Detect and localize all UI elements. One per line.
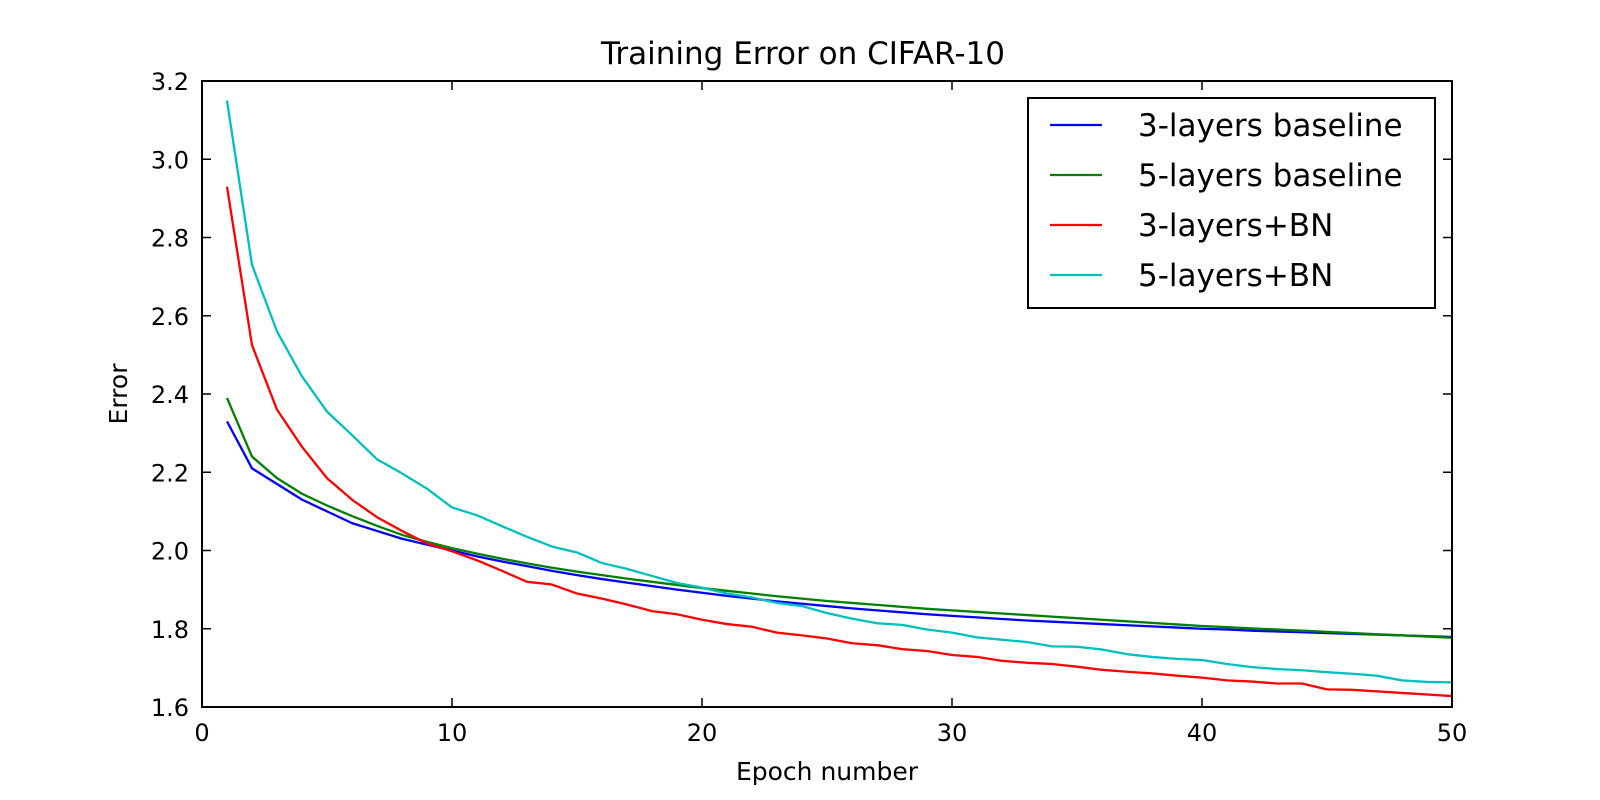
series-line-3 xyxy=(225,186,1453,698)
x-tick-label: 40 xyxy=(1187,719,1218,747)
x-axis-label: Epoch number xyxy=(736,757,919,786)
y-tick-label: 1.6 xyxy=(151,694,189,722)
legend-label-1: 3-layers baseline xyxy=(1138,108,1403,144)
legend-label-4: 5-layers+BN xyxy=(1138,258,1333,294)
legend-items: 3-layers baseline 5-layers baseline 3-laye… xyxy=(1050,108,1403,294)
x-tick-label: 10 xyxy=(437,719,468,747)
plot-frame xyxy=(201,80,1453,708)
y-tick-labels: 1.6 1.8 2.0 2.2 2.4 2.6 2.8 3.0 3.2 xyxy=(151,68,189,722)
plot-lines xyxy=(225,100,1453,698)
x-tick-label: 30 xyxy=(937,719,968,747)
y-tick-label: 1.8 xyxy=(151,616,189,644)
y-tick-label: 2.0 xyxy=(151,538,189,566)
legend-box xyxy=(1027,97,1436,309)
y-tick-label: 3.0 xyxy=(151,146,189,174)
x-tick-label: 20 xyxy=(687,719,718,747)
x-tick-label: 0 xyxy=(194,719,209,747)
y-tick-label: 3.2 xyxy=(151,68,189,96)
y-tick-label: 2.8 xyxy=(151,225,189,253)
x-tick-label: 50 xyxy=(1437,719,1468,747)
x-tick-labels: 0 10 20 30 40 50 xyxy=(194,719,1467,747)
y-tick-label: 2.4 xyxy=(151,381,189,409)
y-tick-label: 2.2 xyxy=(151,459,189,487)
y-tick-label: 2.6 xyxy=(151,303,189,331)
legend-label-2: 5-layers baseline xyxy=(1138,158,1403,194)
chart-title: Training Error on CIFAR-10 xyxy=(600,36,1005,72)
series-line-2 xyxy=(225,397,1453,639)
legend: 3-layers baseline 5-layers baseline 3-laye… xyxy=(1027,97,1436,309)
y-axis-label: Error xyxy=(104,363,133,425)
legend-label-3: 3-layers+BN xyxy=(1138,208,1333,244)
series-line-4 xyxy=(225,100,1453,684)
